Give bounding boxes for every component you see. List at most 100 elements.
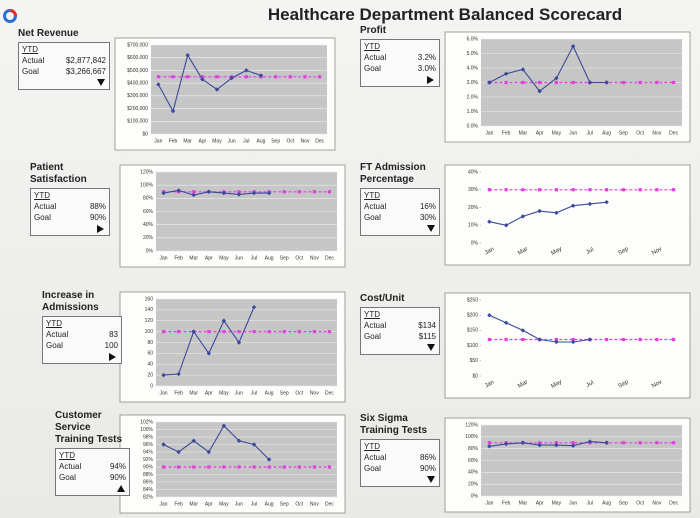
x-tick-label: Jul <box>585 380 595 389</box>
x-tick-label: Nov <box>301 138 310 144</box>
x-tick-label: Jan <box>485 130 493 136</box>
point-marker <box>252 330 256 334</box>
ytd-box: YTD Actual 16% Goal 30% <box>360 188 440 236</box>
x-tick-label: Sep <box>280 501 289 507</box>
ytd-value: 16% <box>419 202 436 211</box>
status-arrow-wrap <box>34 224 106 234</box>
status-arrow <box>427 76 434 84</box>
point-marker <box>222 465 226 469</box>
y-tick-label: 20% <box>468 205 479 211</box>
ytd-value: 3.0% <box>417 64 436 73</box>
point-marker <box>588 188 592 192</box>
x-tick-label: Nov <box>310 501 319 507</box>
point-marker <box>267 465 271 469</box>
y-tick-label: 6.0% <box>467 36 479 42</box>
x-tick-label: May <box>552 500 562 506</box>
kpi-label: Net Revenue YTD Actual $2,877,842 Goal $3,266… <box>18 28 110 90</box>
y-tick-label: $50 <box>470 358 479 364</box>
point-marker <box>207 330 211 334</box>
page-title: Healthcare Department Balanced Scorecard <box>267 5 623 24</box>
y-tick-label: 98% <box>143 434 154 440</box>
point-marker <box>487 441 491 445</box>
ytd-label: Actual <box>364 53 387 62</box>
point-marker <box>604 440 609 445</box>
y-tick-label: $150 <box>467 328 478 334</box>
kpi-label: Six Sigma Training Tests YTD Actual 86% Goal… <box>360 413 440 487</box>
series-line <box>163 424 270 460</box>
point-marker <box>554 339 559 345</box>
ytd-row: Goal 30% <box>364 212 436 223</box>
ytd-row: Goal $3,266,667 <box>22 66 106 77</box>
x-tick-label: Oct <box>636 500 644 506</box>
x-tick-label: Jan <box>154 138 162 144</box>
y-tick-label: 94% <box>143 449 154 455</box>
status-arrow <box>427 344 435 351</box>
ytd-header: YTD <box>46 319 62 328</box>
point-marker <box>221 318 227 323</box>
kpi-label: Profit YTD Actual 3.2% Goal 3.0% <box>360 25 440 87</box>
series-line <box>157 53 262 113</box>
ytd-label: Goal <box>46 341 63 350</box>
x-tick-label: Jul <box>585 247 595 256</box>
x-tick-label: May <box>219 255 229 261</box>
point-marker <box>503 441 509 447</box>
x-tick-label: Nov <box>651 379 663 390</box>
x-tick-label: Jul <box>587 500 593 506</box>
x-tick-label: Oct <box>636 130 644 136</box>
x-tick-label: Oct <box>286 138 294 144</box>
ytd-label: Actual <box>34 202 57 211</box>
point-marker <box>170 108 176 114</box>
x-tick-label: Jul <box>251 390 257 396</box>
point-marker <box>282 330 286 334</box>
x-tick-label: Jul <box>251 255 257 261</box>
point-marker <box>312 330 316 334</box>
point-marker <box>161 330 166 334</box>
point-marker <box>236 340 242 345</box>
y-tick-label: 80% <box>143 196 154 202</box>
point-marker <box>282 465 286 469</box>
ytd-box: YTD Actual 3.2% Goal 3.0% <box>360 39 440 87</box>
point-marker <box>288 75 292 79</box>
x-tick-label: Apr <box>198 138 206 144</box>
point-marker <box>229 75 234 81</box>
ytd-box: YTD Actual $2,877,842 Goal $3,266,667 <box>18 42 110 90</box>
point-marker <box>237 190 241 194</box>
y-tick-label: 0.0% <box>467 123 479 129</box>
y-tick-label: 96% <box>143 442 154 448</box>
status-arrow-wrap <box>364 475 436 485</box>
x-tick-label: Dec <box>325 255 334 261</box>
x-tick-label: Jan <box>160 390 168 396</box>
arrow-shape <box>427 76 434 84</box>
x-tick-label: Sep <box>619 500 628 506</box>
x-tick-label: Sep <box>618 246 631 257</box>
status-arrow <box>117 485 125 492</box>
ytd-label: Actual <box>364 202 387 211</box>
status-arrow <box>97 79 105 86</box>
x-tick-label: Dec <box>669 500 678 506</box>
y-tick-label: 40 <box>147 362 153 368</box>
x-tick-label: Apr <box>536 130 544 136</box>
point-marker <box>312 465 316 469</box>
ytd-row: Actual 3.2% <box>364 52 436 63</box>
x-tick-label: Jul <box>251 501 257 507</box>
x-tick-label: Mar <box>519 130 528 136</box>
ytd-label: Actual <box>22 56 45 65</box>
x-tick-label: Apr <box>205 255 213 261</box>
y-tick-label: 120% <box>140 169 153 175</box>
point-marker <box>318 75 322 79</box>
x-tick-label: May <box>550 379 563 390</box>
point-marker <box>571 188 575 192</box>
x-tick-label: Mar <box>517 246 529 256</box>
ytd-label: Goal <box>364 332 381 341</box>
ytd-value: 3.2% <box>417 53 436 62</box>
y-tick-label: 30% <box>468 187 479 193</box>
ytd-row: Actual 88% <box>34 201 106 212</box>
x-tick-label: Aug <box>257 138 266 144</box>
point-marker <box>621 441 625 445</box>
ytd-box: YTD Actual 94% Goal 90% <box>55 448 130 496</box>
x-tick-label: Aug <box>265 501 274 507</box>
point-marker <box>222 330 226 334</box>
point-marker <box>604 199 609 205</box>
y-tick-label: 4.0% <box>467 65 479 71</box>
ytd-label: Goal <box>364 464 381 473</box>
